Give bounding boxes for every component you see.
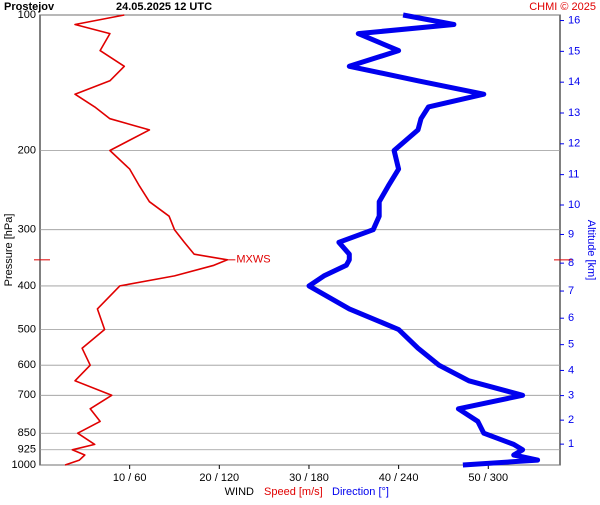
y-tick-label: 600 xyxy=(18,359,36,371)
y2-tick-label: 5 xyxy=(568,339,574,351)
y-tick-label: 700 xyxy=(18,389,36,401)
y2-tick-label: 14 xyxy=(568,76,580,88)
y-tick-label: 925 xyxy=(18,444,36,456)
y-tick-label: 1000 xyxy=(12,459,36,471)
x-tick-label: 20 / 120 xyxy=(199,472,239,484)
y2-tick-label: 15 xyxy=(568,45,580,57)
plot-frame xyxy=(39,14,561,466)
y-tick-label: 100 xyxy=(18,9,36,21)
speed-line xyxy=(64,14,229,466)
y-axis-label: Pressure [hPa] xyxy=(3,214,15,287)
x-tick-label: 50 / 300 xyxy=(468,472,508,484)
speed-label: Speed [m/s] xyxy=(264,486,323,498)
y2-tick-label: 10 xyxy=(568,199,580,211)
y2-tick-label: 7 xyxy=(568,285,574,297)
y-tick-label: 400 xyxy=(18,280,36,292)
y2-axis-label: Altitude [km] xyxy=(585,220,597,281)
y2-tick-label: 6 xyxy=(568,312,574,324)
y-tick-label: 200 xyxy=(18,144,36,156)
x-tick-label: 40 / 240 xyxy=(379,472,419,484)
x-axis-label: WIND xyxy=(225,486,254,498)
direction-label: Direction [°] xyxy=(332,486,389,498)
chart-subtitle: 24.05.2025 12 UTC xyxy=(116,1,212,13)
y2-tick-label: 4 xyxy=(568,364,574,376)
credit: CHMI © 2025 xyxy=(529,1,596,13)
y2-tick-label: 1 xyxy=(568,438,574,450)
chart-title: Prostejov xyxy=(4,1,55,13)
y2-tick-label: 12 xyxy=(568,138,580,150)
y2-tick-label: 2 xyxy=(568,414,574,426)
x-tick-label: 10 / 60 xyxy=(113,472,147,484)
y2-tick-label: 8 xyxy=(568,257,574,269)
y-tick-label: 300 xyxy=(18,224,36,236)
y2-tick-label: 16 xyxy=(568,14,580,26)
y2-tick-label: 11 xyxy=(568,169,579,181)
mxws-label: MXWS xyxy=(236,254,270,266)
y-tick-label: 850 xyxy=(18,427,36,439)
y2-tick-label: 3 xyxy=(568,390,574,402)
direction-line xyxy=(306,12,541,468)
y2-tick-label: 13 xyxy=(568,107,580,119)
y-tick-label: 500 xyxy=(18,323,36,335)
x-tick-label: 30 / 180 xyxy=(289,472,329,484)
y2-tick-label: 9 xyxy=(568,228,574,240)
